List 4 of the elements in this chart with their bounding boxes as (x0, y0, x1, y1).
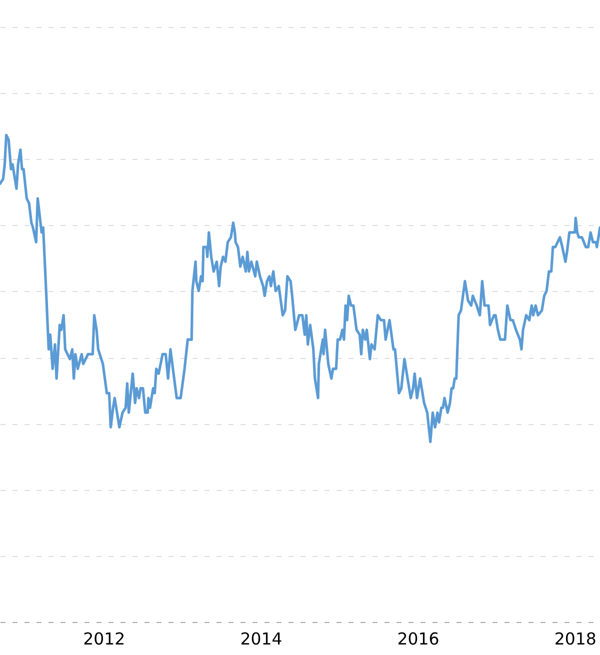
x-tick-label: 2018 (554, 630, 596, 648)
x-tick-label: 2016 (397, 630, 440, 648)
x-tick-label: 2012 (83, 630, 126, 648)
x-tick-label: 2014 (240, 630, 282, 648)
